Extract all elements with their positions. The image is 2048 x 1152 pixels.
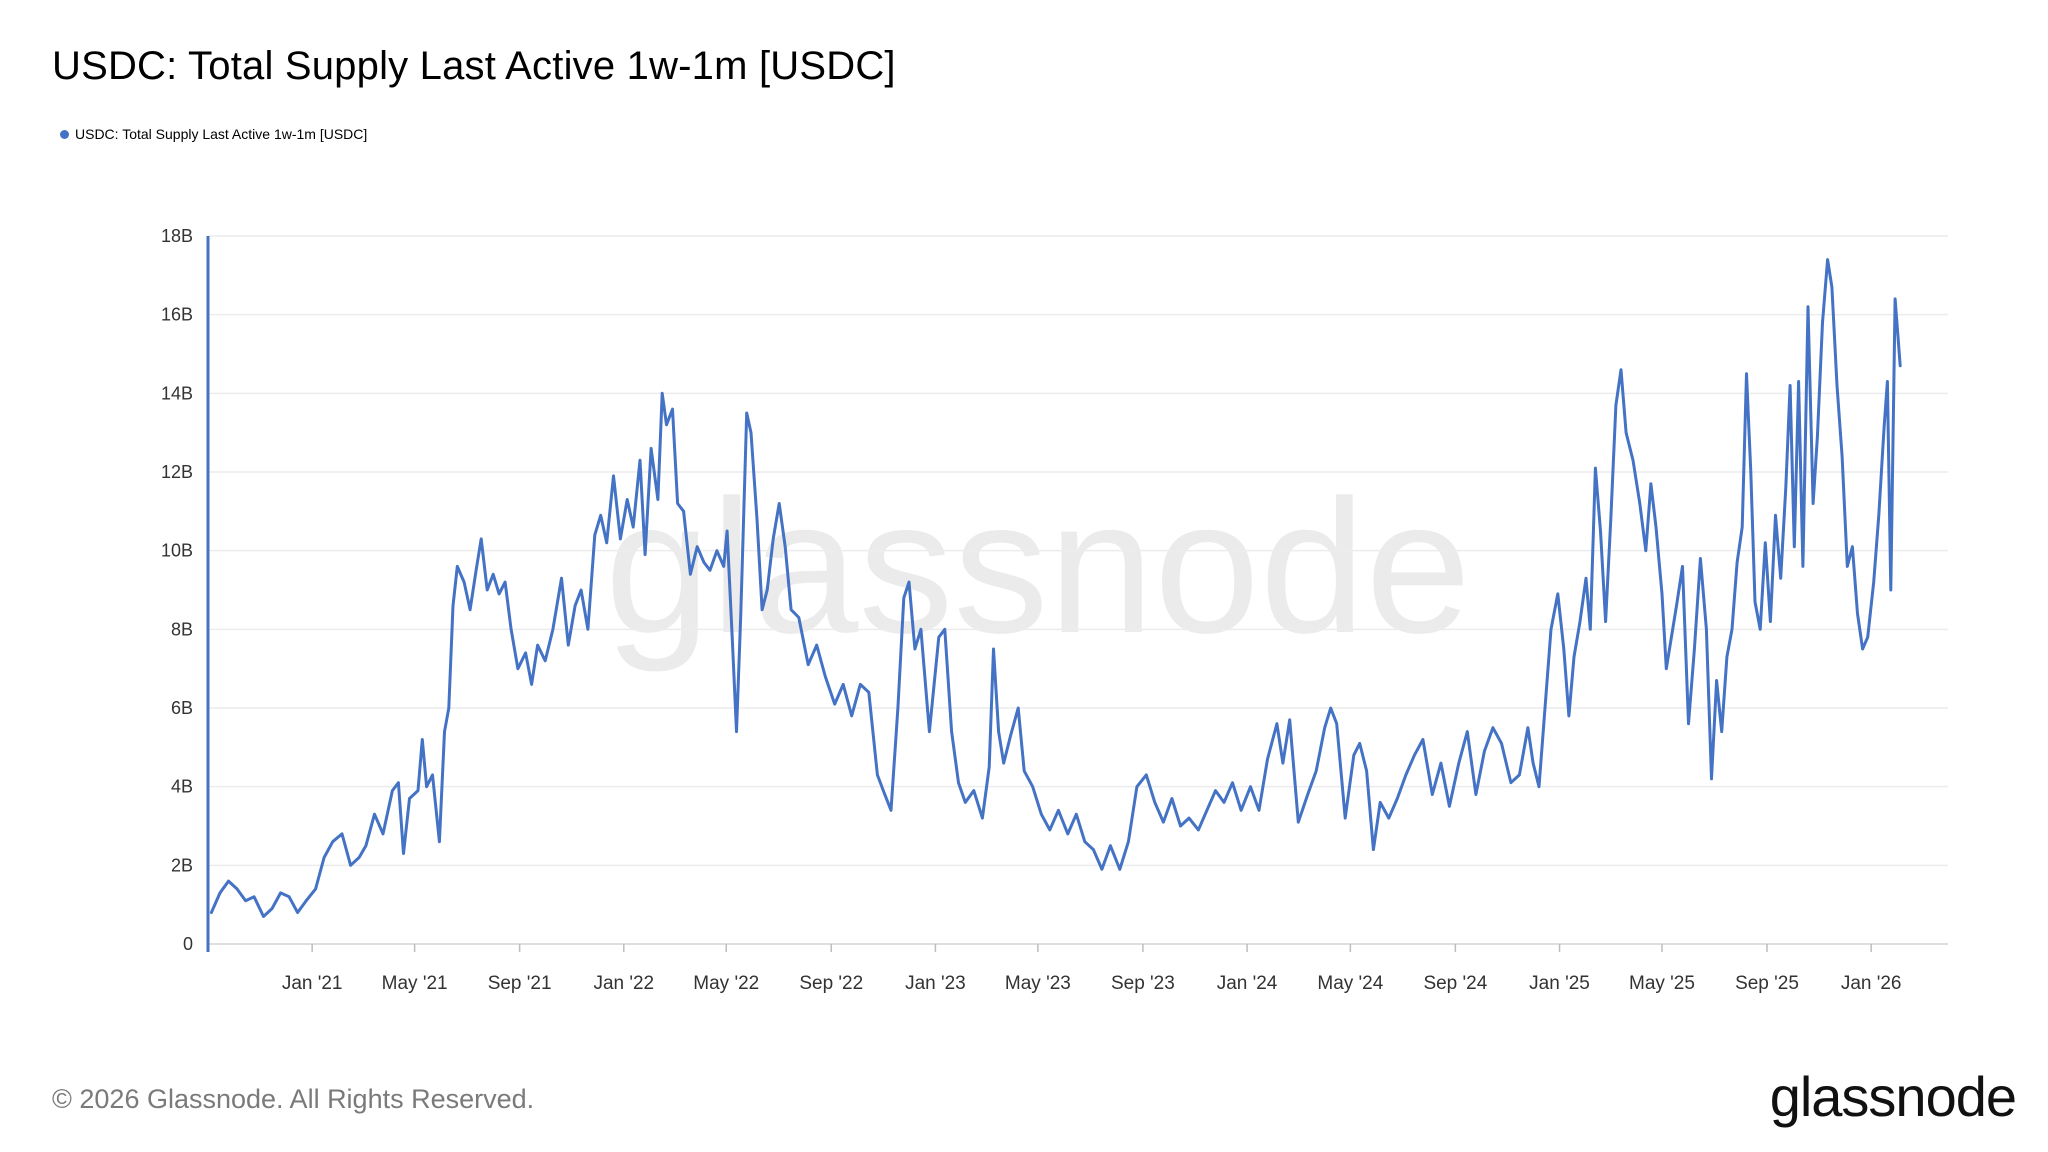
- x-tick-label: Jan '24: [1217, 973, 1278, 994]
- x-tick-label: May '22: [693, 973, 759, 994]
- x-tick-label: May '24: [1317, 973, 1383, 994]
- x-tick-label: Sep '22: [799, 973, 863, 994]
- x-tick-label: Jan '26: [1841, 973, 1902, 994]
- x-tick-label: Sep '21: [488, 973, 552, 994]
- x-tick-label: Sep '23: [1111, 973, 1175, 994]
- x-tick-label: Sep '25: [1735, 973, 1799, 994]
- chart-title: USDC: Total Supply Last Active 1w-1m [US…: [52, 44, 896, 88]
- legend[interactable]: USDC: Total Supply Last Active 1w-1m [US…: [60, 126, 367, 142]
- watermark-text: glassnode: [605, 461, 1471, 673]
- y-tick-label: 18B: [161, 226, 193, 246]
- y-tick-label: 14B: [161, 383, 193, 403]
- copyright-text: © 2026 Glassnode. All Rights Reserved.: [52, 1084, 535, 1114]
- y-tick-label: 10B: [161, 541, 193, 561]
- y-tick-label: 8B: [171, 619, 193, 639]
- y-tick-label: 4B: [171, 777, 193, 797]
- y-tick-label: 2B: [171, 855, 193, 875]
- x-tick-label: Jan '22: [593, 973, 654, 994]
- x-tick-label: May '21: [382, 973, 448, 994]
- y-tick-label: 6B: [171, 698, 193, 718]
- legend-marker: [60, 129, 69, 139]
- x-tick-label: Sep '24: [1423, 973, 1487, 994]
- legend-label: USDC: Total Supply Last Active 1w-1m [US…: [75, 126, 368, 142]
- series-line: [209, 258, 1902, 918]
- y-tick-label: 12B: [161, 462, 193, 482]
- brand-logo: glassnode: [1769, 1065, 2017, 1128]
- x-tick-label: Jan '25: [1529, 973, 1590, 994]
- x-tick-label: May '23: [1005, 973, 1071, 994]
- x-tick-label: Jan '21: [282, 973, 343, 994]
- x-tick-label: May '25: [1629, 973, 1695, 994]
- y-tick-label: 0: [183, 934, 193, 954]
- y-tick-label: 16B: [161, 305, 193, 325]
- x-tick-label: Jan '23: [905, 973, 966, 994]
